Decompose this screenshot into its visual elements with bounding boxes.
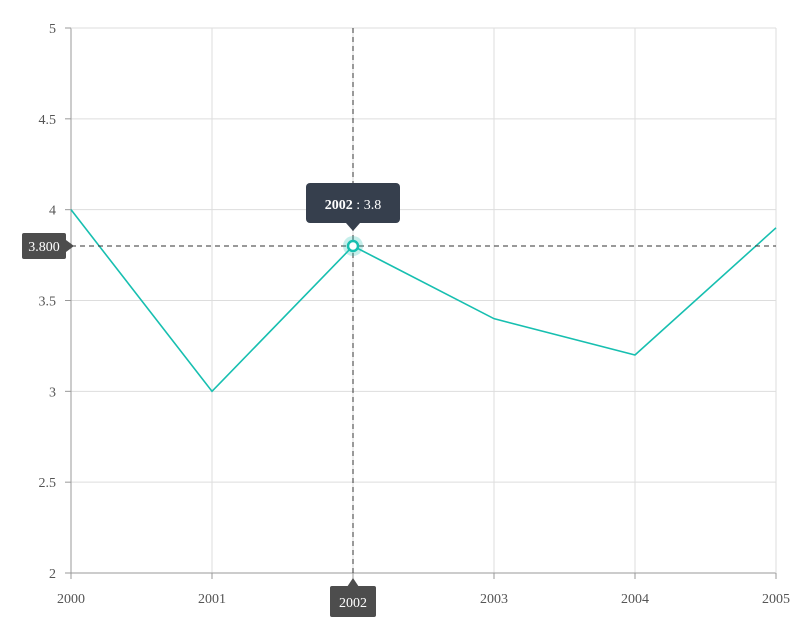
tooltip-pointer bbox=[346, 223, 360, 231]
x-tick-label: 2005 bbox=[762, 592, 790, 607]
y-tick-label: 4 bbox=[49, 204, 56, 219]
y-tick-label: 5 bbox=[49, 22, 56, 37]
crosshair-x-badge-bg bbox=[330, 586, 376, 617]
crosshair-y-label: 3.800 bbox=[28, 240, 60, 255]
tooltip-layer: 2002 : 3.8 bbox=[306, 183, 400, 231]
crosshair-x-label: 2002 bbox=[339, 596, 367, 611]
tooltip-x-value: 2002 bbox=[325, 198, 353, 213]
tooltip: 2002 : 3.8 bbox=[306, 183, 400, 231]
crosshair-layer: 3.800 2002 bbox=[22, 28, 776, 617]
crosshair-y-badge-bg bbox=[22, 233, 66, 259]
x-tick-label: 2001 bbox=[198, 592, 226, 607]
tooltip-text: 2002 : 3.8 bbox=[325, 198, 381, 213]
crosshair-y-badge: 3.800 bbox=[22, 233, 74, 259]
highlight-marker bbox=[346, 239, 360, 253]
crosshair-x-badge: 2002 bbox=[330, 578, 376, 617]
series-line bbox=[70, 209, 777, 393]
tooltip-separator: : bbox=[353, 198, 364, 213]
tooltip-y-value: 3.8 bbox=[364, 198, 382, 213]
crosshair-x-badge-pointer bbox=[347, 578, 359, 587]
series-layer bbox=[70, 209, 777, 393]
x-tick-label: 2000 bbox=[57, 592, 85, 607]
y-tick-label: 4.5 bbox=[39, 113, 57, 128]
crosshair-y-badge-pointer bbox=[66, 240, 74, 252]
grid-layer bbox=[70, 27, 777, 574]
y-tick-label: 3.5 bbox=[39, 295, 57, 310]
axis-layer: 2 2.5 3 3.5 4 4.5 5 2000 2001 2002 2003 2004 2005 bbox=[39, 22, 791, 607]
tooltip-bg bbox=[306, 183, 400, 223]
y-tick-label: 3 bbox=[49, 385, 56, 400]
x-tick-label: 2003 bbox=[480, 592, 508, 607]
y-tick-label: 2 bbox=[49, 567, 56, 582]
y-tick-label: 2.5 bbox=[39, 476, 57, 491]
x-tick-label: 2004 bbox=[621, 592, 649, 607]
